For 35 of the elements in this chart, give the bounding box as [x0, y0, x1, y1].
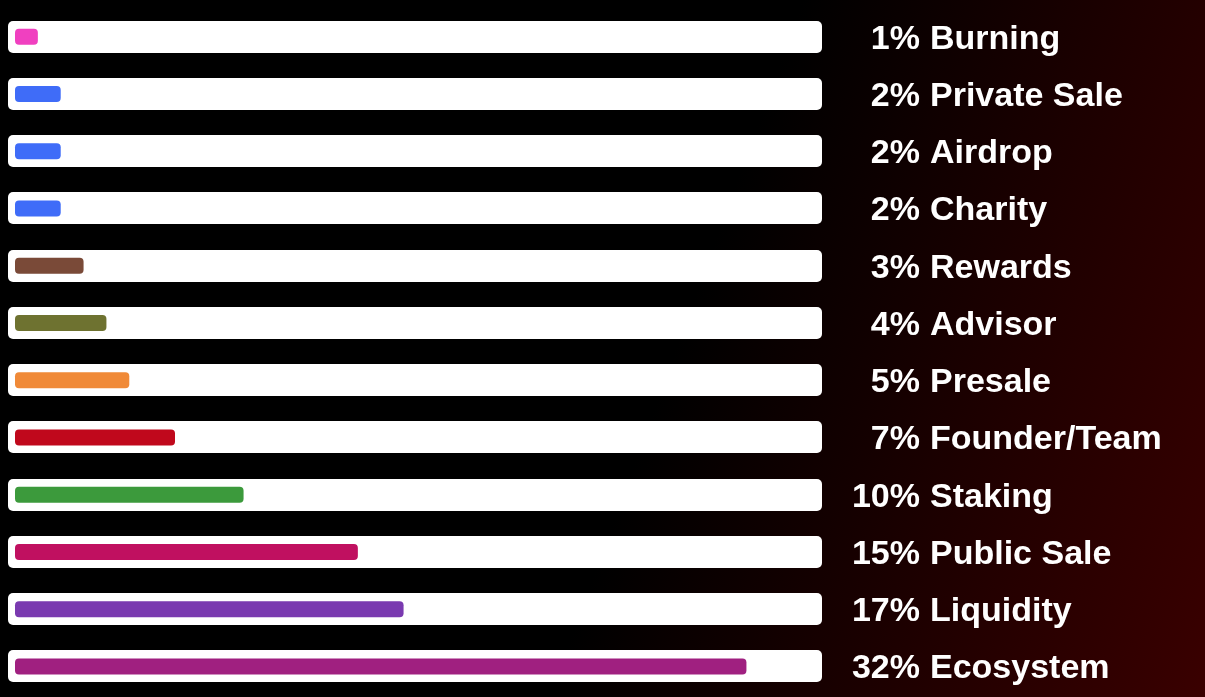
y-tick-label: Airdrop: [930, 132, 1053, 171]
y-tick-label: Advisor: [930, 303, 1057, 342]
y-tick-label: Burning: [930, 17, 1061, 56]
data-label: 4%: [870, 303, 920, 342]
bar: [15, 543, 358, 560]
data-label: 7%: [870, 418, 920, 457]
bar: [15, 429, 175, 446]
y-tick-label: Private Sale: [930, 74, 1123, 113]
bar: [15, 28, 38, 45]
bar: [15, 257, 84, 274]
data-label: 3%: [870, 246, 920, 285]
data-label: 2%: [870, 74, 920, 113]
data-label: 5%: [870, 361, 920, 400]
data-label: 2%: [870, 189, 920, 228]
data-label: 15%: [851, 532, 920, 571]
bar: [15, 143, 61, 160]
data-label: 32%: [851, 647, 920, 686]
y-tick-label: Ecosystem: [930, 647, 1110, 686]
y-tick-label: Presale: [930, 361, 1051, 400]
y-tick-label: Public Sale: [930, 532, 1112, 571]
bar: [15, 601, 404, 618]
bar: [15, 314, 107, 331]
data-label: 1%: [870, 17, 920, 56]
y-tick-label: Rewards: [930, 246, 1072, 285]
bar: [15, 486, 244, 503]
bar: [15, 372, 130, 389]
data-label: 2%: [870, 132, 920, 171]
y-tick-label: Founder/Team: [930, 418, 1162, 457]
bar: [15, 85, 61, 102]
y-tick-label: Liquidity: [930, 590, 1072, 629]
y-tick-label: Staking: [930, 475, 1053, 514]
data-label: 10%: [851, 475, 920, 514]
bar: [15, 200, 61, 217]
y-tick-label: Charity: [930, 189, 1048, 228]
data-label: 17%: [851, 590, 920, 629]
